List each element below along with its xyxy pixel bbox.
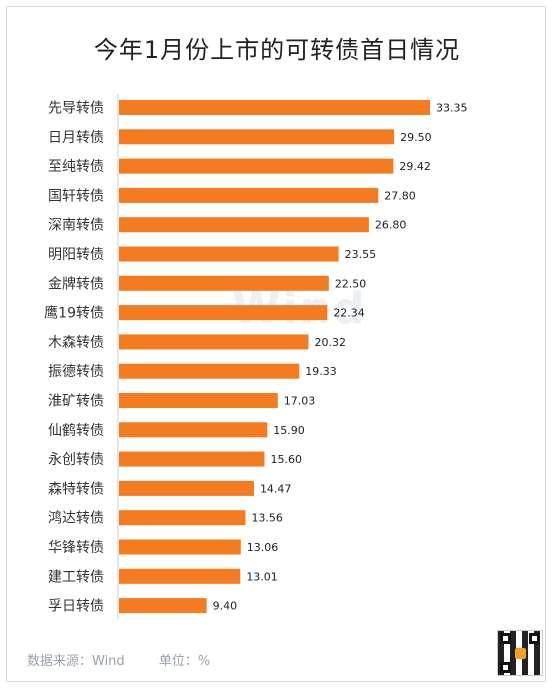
unit-note: 单位：% (158, 654, 211, 669)
data-label: 9.40 (213, 600, 238, 613)
chart-title: 今年1月份上市的可转债首日情况 (93, 36, 461, 64)
qr-code-icon (497, 630, 543, 676)
data-label: 27.80 (384, 189, 416, 202)
category-label: 先导转债 (48, 101, 104, 117)
category-label: 华锋转债 (48, 540, 104, 556)
bar (119, 275, 329, 291)
bar (119, 539, 241, 555)
bar (119, 334, 309, 350)
category-label: 明阳转债 (48, 247, 104, 263)
bar (119, 422, 268, 438)
bar (119, 568, 241, 584)
category-label: 国轩转债 (48, 188, 104, 204)
category-label: 淮矿转债 (48, 394, 104, 410)
bar (119, 217, 369, 233)
category-label: 振德转债 (48, 364, 104, 380)
bar (119, 158, 394, 174)
data-label: 33.35 (436, 102, 468, 115)
category-label: 永创转债 (48, 452, 104, 468)
category-label: 孚日转债 (48, 599, 104, 615)
category-label: 建工转债 (48, 569, 104, 585)
data-label: 13.06 (247, 541, 279, 554)
data-source-note: 数据来源：Wind (27, 654, 125, 669)
data-label: 26.80 (375, 219, 407, 232)
bar (119, 129, 395, 145)
category-label: 深南转债 (48, 218, 104, 234)
data-label: 20.32 (314, 336, 346, 349)
data-label: 14.47 (260, 482, 292, 495)
bar (119, 510, 246, 526)
category-label: 木森转债 (48, 335, 104, 351)
bar (119, 363, 300, 379)
data-label: 29.50 (400, 131, 432, 144)
bar (119, 246, 339, 262)
data-label: 15.60 (270, 453, 302, 466)
footer: 数据来源：Wind 单位：% (27, 650, 210, 669)
bar (119, 393, 278, 408)
category-label: 鸿达转债 (48, 510, 104, 527)
bar (119, 305, 328, 321)
data-label: 13.56 (251, 512, 283, 525)
bar (119, 480, 254, 496)
data-label: 23.55 (345, 248, 377, 261)
category-label: 森特转债 (48, 481, 104, 497)
category-label: 仙鹤转债 (48, 423, 104, 439)
data-label: 22.34 (333, 307, 365, 320)
bar (119, 598, 207, 614)
bar (119, 187, 379, 203)
category-label: 日月转债 (48, 130, 104, 146)
category-label: 至纯转债 (48, 159, 104, 175)
data-label: 19.33 (305, 365, 337, 378)
data-label: 29.42 (399, 160, 431, 173)
category-label: 金牌转债 (48, 275, 104, 292)
bar (119, 100, 430, 115)
category-label: 鹰19转债 (44, 306, 104, 322)
data-label: 22.50 (335, 277, 367, 290)
bar (119, 451, 265, 467)
data-label: 13.01 (246, 570, 278, 583)
data-label: 17.03 (284, 395, 316, 408)
data-label: 15.90 (273, 424, 305, 437)
